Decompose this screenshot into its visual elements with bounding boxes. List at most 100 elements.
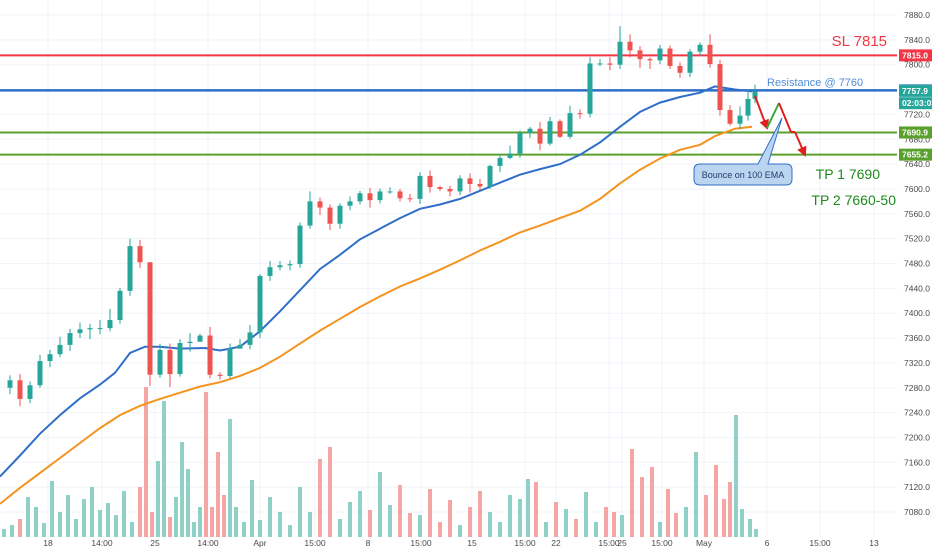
candle: [137, 239, 143, 268]
candle: [637, 46, 643, 68]
x-tick-label: 15:00: [598, 538, 620, 548]
candle-body: [67, 333, 73, 345]
candle: [67, 328, 73, 352]
grid: [0, 0, 897, 537]
candle-body: [597, 63, 603, 65]
candle: [657, 44, 663, 65]
candle-body: [217, 374, 223, 376]
candle-body: [617, 41, 623, 65]
candle: [447, 185, 453, 197]
candle: [397, 188, 403, 202]
candle: [367, 187, 373, 208]
x-tick-label: 14:00: [197, 538, 219, 548]
volume-bar: [658, 522, 662, 537]
volume-bar: [144, 387, 148, 537]
candle: [197, 333, 203, 342]
volume-bar: [180, 442, 184, 537]
volume-bar: [666, 489, 670, 537]
candle: [377, 188, 383, 204]
y-tick-label: 7120.0: [904, 482, 930, 492]
x-tick-label: 18: [43, 538, 53, 548]
y-tick-label: 7360.0: [904, 333, 930, 343]
badge-price-0-text: 7757.9: [902, 86, 928, 96]
candle: [107, 308, 113, 332]
volume-bar: [388, 505, 392, 537]
projection-arrow-down-2: [794, 131, 807, 157]
candle: [477, 179, 483, 191]
badge-sl-bg: [899, 49, 932, 62]
candle: [247, 325, 253, 350]
candle: [347, 196, 353, 211]
y-tick-label: 7440.0: [904, 283, 930, 293]
volume-bar: [198, 507, 202, 537]
volume-bar: [250, 480, 254, 537]
candle: [707, 34, 713, 68]
candle-body: [677, 65, 683, 73]
candle: [677, 62, 683, 78]
candle-body: [577, 113, 583, 115]
volume-bar: [114, 515, 118, 537]
candle-body: [307, 201, 313, 226]
callout-box: [693, 117, 793, 186]
volume-bar: [438, 522, 442, 537]
volume-bar: [338, 519, 342, 537]
volume-bar: [368, 510, 372, 537]
candle-body: [457, 178, 463, 192]
volume-bar: [448, 500, 452, 537]
candle-body: [507, 153, 513, 158]
candle-body: [517, 133, 523, 154]
candle: [597, 59, 603, 66]
candle: [267, 261, 273, 281]
candle: [647, 57, 653, 70]
candle-body: [47, 354, 53, 362]
volume-bar: [74, 519, 78, 537]
y-tick-label: 7560.0: [904, 209, 930, 219]
x-tick-label: 15:00: [809, 538, 831, 548]
x-tick-label: 22: [551, 538, 561, 548]
volume-bar: [192, 522, 196, 537]
candle-body: [347, 201, 353, 206]
volume-bar: [734, 415, 738, 537]
candle: [127, 238, 133, 296]
candle: [147, 262, 153, 386]
volume-bar: [90, 487, 94, 537]
candle-body: [87, 328, 93, 330]
candle-body: [227, 348, 233, 376]
candle-body: [207, 335, 213, 375]
tp1-label: TP 1 7690: [816, 166, 881, 182]
volume-bar: [34, 507, 38, 537]
y-tick-label: 7880.0: [904, 10, 930, 20]
candle-body: [127, 246, 133, 291]
moving-averages: [0, 85, 753, 505]
volume-bar: [278, 512, 282, 537]
candle: [587, 57, 593, 118]
candle: [567, 105, 573, 139]
volume-bar: [298, 487, 302, 537]
candle-body: [117, 290, 123, 321]
candle: [577, 109, 583, 119]
volume-bar: [228, 419, 232, 537]
candle: [517, 130, 523, 158]
y-tick-label: 7480.0: [904, 259, 930, 269]
candle-body: [107, 320, 113, 329]
candle: [427, 170, 433, 193]
candle-body: [277, 265, 283, 268]
candle-body: [337, 205, 343, 224]
volume-bar: [2, 529, 6, 537]
y-tick-label: 7520.0: [904, 234, 930, 244]
y-tick-label: 7640.0: [904, 159, 930, 169]
candle: [387, 187, 393, 194]
volume-bar: [612, 512, 616, 537]
volume-bar: [544, 522, 548, 537]
candle: [417, 172, 423, 204]
volume-bar: [328, 447, 332, 537]
candle-body: [97, 328, 103, 330]
projection-arrow-down-1: [754, 95, 769, 130]
candle-body: [177, 343, 183, 375]
candle: [307, 191, 313, 229]
x-tick-label: 25: [617, 538, 627, 548]
candle-body: [137, 246, 143, 263]
x-tick-label: 15:00: [514, 538, 536, 548]
volume-bar: [428, 489, 432, 537]
